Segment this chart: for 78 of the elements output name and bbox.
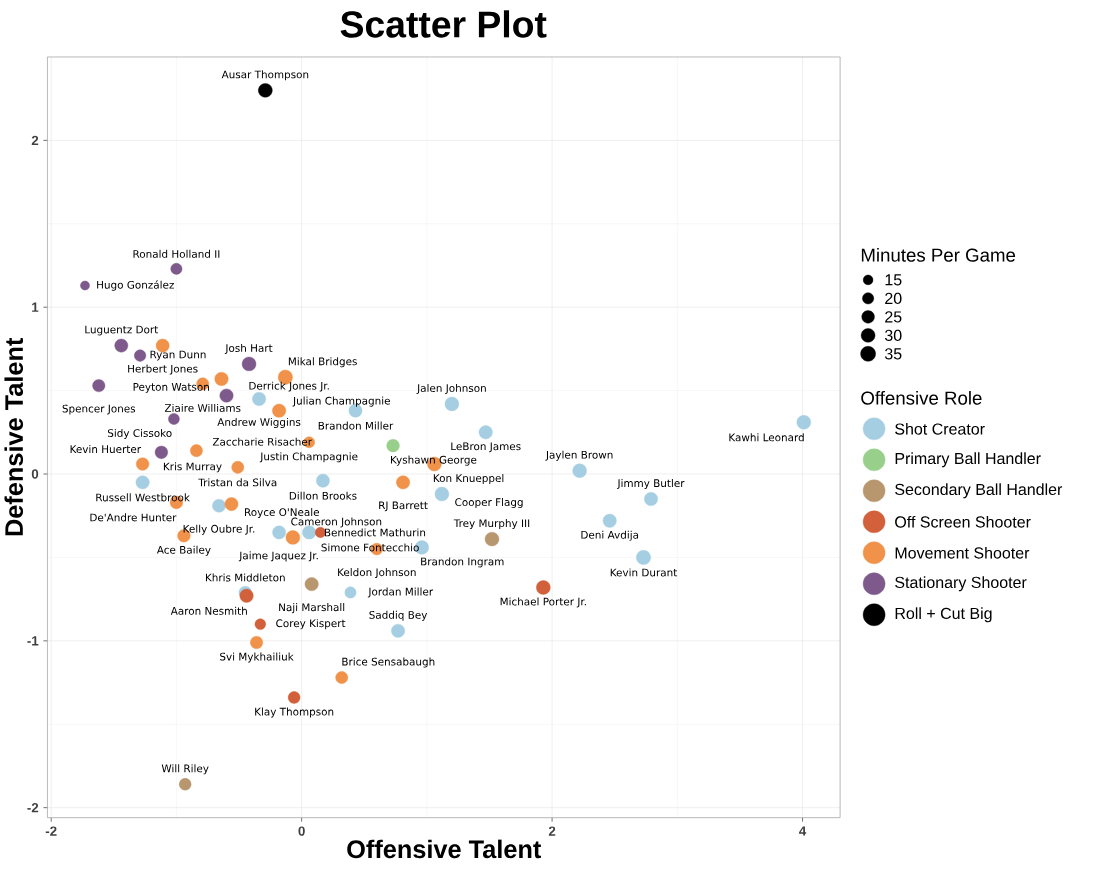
annotation: Khris Middleton (205, 573, 285, 582)
annotation: Will Riley (161, 764, 209, 775)
annotation: Dillon Brooks (289, 491, 357, 500)
x-tick-label: 4 (799, 826, 807, 836)
annotation: RJ Barrett (379, 501, 428, 512)
annotation: Kawhi Leonard (729, 433, 804, 442)
annotation: Brandon Ingram (421, 557, 504, 568)
y-axis-title: Defensive Talent (4, 338, 24, 536)
annotation: Spencer Jones (62, 404, 136, 415)
legend-label: Secondary Ball Handler (895, 483, 1063, 499)
legend-label: 30 (884, 329, 902, 342)
annotation: Kevin Huerter (70, 445, 142, 454)
annotation: Jordan Miller (367, 587, 434, 598)
legend-label: Primary Ball Handler (895, 452, 1041, 468)
legend-label: 35 (884, 348, 902, 360)
annotation: Kris Murray (163, 462, 222, 473)
annotation: Ausar Thompson (221, 70, 309, 81)
annotation: Derrick Jones Jr. (249, 381, 329, 392)
annotation: Tristan da Silva (198, 478, 277, 487)
annotation: Herbert Jones (128, 364, 198, 375)
annotation: Ace Bailey (156, 545, 211, 556)
annotation: Brandon Miller (318, 421, 394, 430)
legend-label: Roll + Cut Big (895, 607, 992, 623)
legend-label: Movement Shooter (895, 547, 1030, 559)
annotation: Brice Sensabaugh (342, 657, 435, 668)
y-tick-label: 1 (32, 302, 39, 312)
annotation: Keldon Johnson (338, 568, 416, 579)
y-tick-label: -2 (27, 803, 39, 813)
x-tick-label: -2 (45, 826, 57, 836)
annotation: Kevin Durant (610, 568, 678, 577)
annotation: Ronald Holland II (133, 249, 220, 259)
legend-label: Stationary Shooter (895, 576, 1027, 592)
annotation: Justin Champagnie (259, 452, 358, 463)
annotation: Russell Westbrook (96, 493, 190, 502)
annotation: Hugo González (97, 280, 174, 291)
legend-label: 20 (885, 292, 902, 305)
annotation: LeBron James (451, 442, 521, 453)
annotation: Cooper Flagg (455, 498, 523, 509)
annotation: De'Andre Hunter (90, 513, 177, 522)
annotation: Deni Avdija (581, 530, 639, 541)
annotation: Trey Murphy III (453, 519, 530, 530)
annotation: Mikal Bridges (288, 357, 357, 368)
chart-title: Scatter Plot (340, 10, 547, 38)
y-tick-label: -1 (27, 636, 39, 646)
annotation: Josh Hart (224, 344, 273, 355)
annotation: Naji Marshall (279, 603, 345, 614)
annotation: Jalen Johnson (416, 384, 486, 395)
annotation: Kelly Oubre Jr. (183, 524, 255, 535)
y-tick-label: 2 (31, 135, 39, 146)
text: Minutes Per Game (861, 248, 1016, 262)
annotation: Jimmy Butler (616, 479, 685, 490)
legend-label: Off Screen Shooter (895, 516, 1031, 528)
annotation: Aaron Nesmith (170, 606, 247, 615)
annotation: Luguentz Dort (85, 325, 159, 336)
x-axis-title: Offensive Talent (347, 839, 542, 859)
annotation: Corey Kispert (276, 619, 346, 630)
annotation: Ziaire Williams (164, 404, 241, 413)
annotation: Royce O'Neale (245, 508, 319, 519)
annotation: Julian Champagnie (292, 396, 390, 407)
annotation: Michael Porter Jr. (500, 597, 586, 608)
annotation: Bennedict Mathurin (324, 528, 426, 537)
x-tick-label: 2 (548, 826, 556, 836)
annotation: Saddiq Bey (369, 610, 428, 622)
legend-label: Shot Creator (895, 423, 985, 435)
x-tick-label: 0 (298, 826, 305, 836)
annotation: Jaylen Brown (545, 450, 613, 461)
legend-label: 15 (885, 274, 902, 286)
legend-title: Offensive Role (861, 391, 982, 405)
annotation: Sidy Cissoko (107, 429, 172, 440)
legend-label: 25 (885, 311, 902, 323)
annotation: Jaime Jaquez Jr. (238, 551, 318, 562)
annotation: Andrew Wiggins (217, 418, 301, 429)
annotation: Kon Knueppel (433, 474, 504, 485)
annotation: Ryan Dunn (150, 350, 206, 361)
annotation: Svi Mykhailiuk (220, 652, 294, 663)
annotation: Klay Thompson (255, 707, 334, 718)
annotation: Cameron Johnson (291, 517, 382, 528)
y-tick-label: 0 (31, 469, 39, 479)
